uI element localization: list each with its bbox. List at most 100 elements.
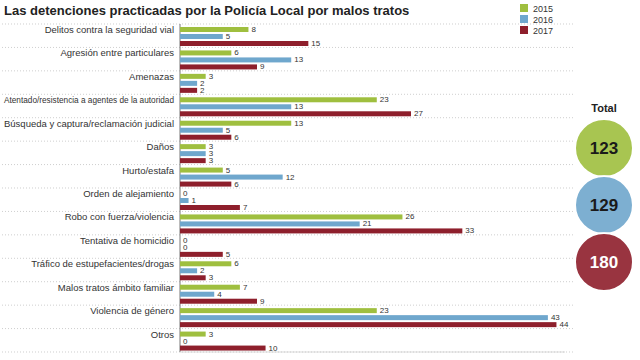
row-separator [2, 305, 573, 306]
data-label: 6 [234, 259, 239, 268]
bar [180, 88, 197, 93]
data-label: 44 [559, 320, 568, 329]
bar [180, 111, 411, 116]
row-separator [2, 352, 573, 353]
category-label: Tentativa de homicidio [80, 235, 174, 246]
row-separator [2, 141, 573, 142]
legend-label: 2017 [533, 26, 553, 36]
title: Las detenciones practicadas por la Polic… [4, 3, 409, 18]
bar [180, 252, 223, 257]
data-label: 6 [234, 48, 239, 57]
bar [180, 268, 197, 273]
bar [180, 198, 189, 203]
total-value: 123 [590, 139, 618, 158]
data-label: 26 [405, 212, 414, 221]
totals-label: Total [591, 102, 616, 114]
legend-label: 2015 [533, 4, 553, 14]
data-label: 5 [226, 250, 231, 259]
data-label: 0 [183, 337, 188, 346]
data-label: 8 [251, 25, 256, 34]
category-label: Delitos contra la seguridad vial [45, 24, 174, 35]
legend-label: 2016 [533, 15, 553, 25]
bar [180, 285, 240, 290]
total-badge [575, 176, 633, 234]
bar [180, 339, 181, 344]
bar [180, 175, 283, 180]
bar [180, 275, 206, 280]
bar [180, 34, 223, 39]
bar [180, 121, 291, 126]
data-label: 1 [192, 196, 197, 205]
bar [180, 57, 291, 62]
category-label: Búsqueda y captura/reclamación judicial [4, 118, 174, 129]
bar [180, 299, 257, 304]
data-label: 12 [286, 173, 295, 182]
chart: Las detenciones practicadas por la Polic… [0, 0, 640, 360]
bar [180, 27, 248, 32]
data-label: 5 [226, 32, 231, 41]
total-badge [575, 233, 633, 291]
bar [180, 261, 231, 266]
bar [180, 205, 240, 210]
total-badge [575, 119, 633, 177]
category-label: Robo con fuerza/violencia [65, 211, 175, 222]
data-label: 15 [311, 39, 320, 48]
data-label: 7 [243, 203, 248, 212]
data-label: 3 [209, 330, 214, 339]
category-label: Malos tratos ámbito familiar [58, 282, 174, 293]
legend: 201520162017 [520, 4, 553, 36]
bar [180, 308, 377, 313]
row-separator [2, 328, 573, 329]
data-label: 3 [209, 156, 214, 165]
data-label: 10 [269, 344, 278, 353]
bar [180, 50, 231, 55]
bar [180, 97, 377, 102]
data-labels: 8632313350260672335132135312121024430159… [183, 25, 569, 353]
category-label: Orden de alejamiento [83, 188, 174, 199]
bar [180, 64, 257, 69]
data-label: 2 [200, 86, 205, 95]
bar [180, 104, 291, 109]
data-label: 7 [243, 283, 248, 292]
bar [180, 182, 231, 187]
category-label: Atentado/resistencia a agentes de la aut… [4, 94, 174, 105]
data-label: 23 [380, 95, 389, 104]
bar [180, 144, 206, 149]
category-label: Otros [151, 329, 174, 340]
bar [180, 245, 181, 250]
bar [180, 292, 214, 297]
bar [180, 322, 556, 327]
bar [180, 191, 181, 196]
bar [180, 168, 223, 173]
bars [180, 27, 556, 351]
totals: Total 123 129 180 [575, 102, 633, 291]
data-label: 13 [294, 55, 303, 64]
row-separator [2, 70, 573, 71]
category-label: Violencia de género [90, 305, 174, 316]
category-label: Agresión entre particulares [60, 47, 174, 58]
data-label: 33 [465, 226, 474, 235]
category-label: Tráfico de estupefacientes/drogas [31, 258, 174, 269]
bar [180, 41, 308, 46]
bar [180, 151, 206, 156]
bar [180, 158, 206, 163]
data-label: 27 [414, 109, 423, 118]
data-label: 6 [234, 180, 239, 189]
data-label: 5 [226, 166, 231, 175]
data-label: 3 [209, 72, 214, 81]
bar [180, 228, 462, 233]
axis-line [180, 352, 565, 353]
data-label: 23 [380, 306, 389, 315]
total-value: 129 [590, 196, 618, 215]
bar [180, 128, 223, 133]
bar [180, 221, 360, 226]
legend-swatch [520, 15, 528, 23]
data-label: 6 [234, 133, 239, 142]
total-value: 180 [590, 253, 618, 272]
data-label: 4 [217, 290, 222, 299]
row-separator [2, 164, 573, 165]
legend-swatch [520, 4, 528, 12]
data-label: 9 [260, 62, 265, 71]
data-label: 0 [183, 189, 188, 198]
category-label: Daños [147, 141, 175, 152]
